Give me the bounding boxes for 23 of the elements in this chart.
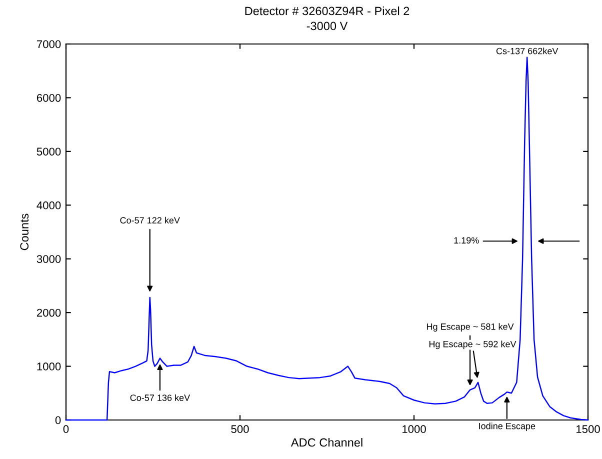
annotation: Co-57 122 keV — [120, 216, 180, 224]
y-tick-label: 0 — [55, 416, 61, 424]
y-tick-label: 3000 — [36, 255, 61, 263]
x-tick-label: 1000 — [402, 425, 426, 434]
x-tick-label: 1500 — [576, 425, 600, 434]
annotation: Co-57 136 keV — [130, 394, 190, 401]
y-axis-title: Counts — [20, 214, 29, 250]
annotation: 1.19% — [454, 237, 479, 244]
y-tick-label: 4000 — [36, 201, 61, 210]
y-tick-label: 5000 — [36, 148, 61, 156]
y-tick-label: 7000 — [36, 40, 61, 48]
annotation: Hg Escape ~ 592 keV — [429, 340, 516, 350]
annotation: Hg Escape ~ 581 keV — [426, 323, 514, 332]
x-tick-label: 500 — [231, 425, 249, 434]
annotation: Iodine Escape — [479, 422, 536, 432]
y-tick-label: 2000 — [36, 308, 61, 317]
annotation: Cs-137 662keV — [496, 48, 558, 54]
y-tick-label: 6000 — [36, 94, 61, 102]
chart-title: Detector # 32603Z94R - Pixel 2 — [245, 6, 410, 16]
x-axis-title: ADC Channel — [290, 438, 362, 447]
chart-subtitle: -3000 V — [306, 22, 348, 30]
y-tick-label: 1000 — [37, 362, 61, 370]
x-tick-label: 0 — [63, 425, 69, 434]
